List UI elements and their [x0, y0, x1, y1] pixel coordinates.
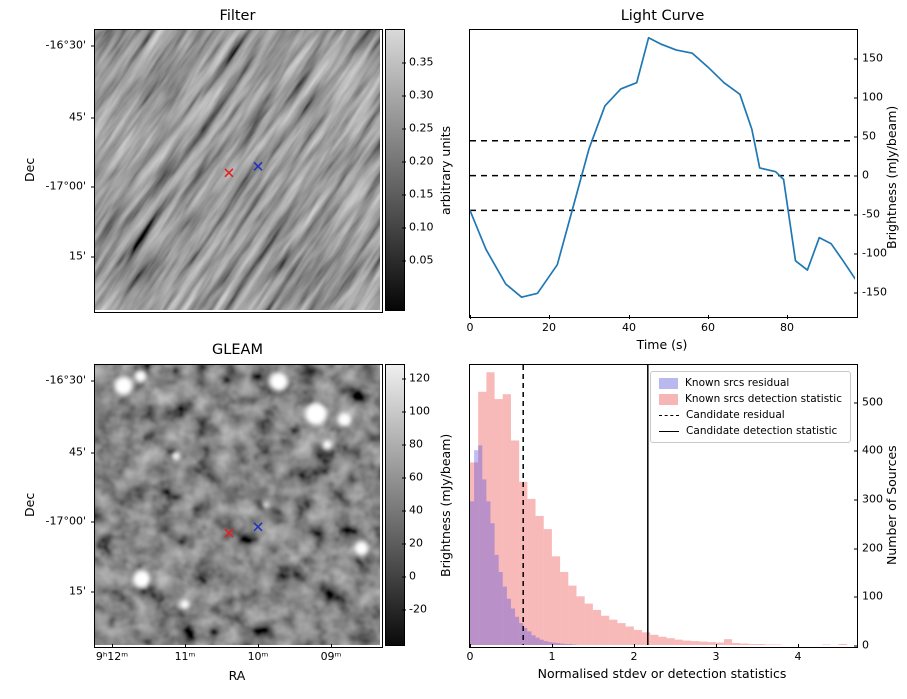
legend-solid-line-sample [659, 430, 680, 432]
gleam-colorbar-tick: 100 [402, 405, 449, 418]
hist-xtick: 4 [768, 644, 828, 663]
legend-label: Known srcs residual [685, 377, 790, 389]
light-curve-chart [470, 36, 855, 299]
gleam-colorbar-tick: 80 [402, 438, 449, 451]
histogram-chart [470, 365, 847, 645]
legend-swatch-known-residual [659, 377, 679, 389]
lc-xlabel: Time (s) [636, 337, 688, 352]
gleam-colorbar [385, 364, 405, 646]
gleam-point-sources [114, 370, 369, 610]
hist-xtick: 3 [686, 644, 746, 663]
filter-colorbar-label: arbitrary units [438, 125, 453, 215]
gleam-ytick: -17°00' [10, 515, 95, 528]
hist-ylabel: Number of Sources [884, 445, 899, 565]
lc-ytick: -150 [854, 286, 902, 299]
hist-ytick: 200 [854, 542, 902, 555]
hist-xtick: 1 [522, 644, 582, 663]
filter-ytick: -16°30' [10, 39, 95, 52]
filter-ytick: 15' [10, 250, 95, 263]
lc-ytick: -50 [854, 208, 902, 221]
gleam-colorbar-tick: 60 [402, 471, 449, 484]
filter-colorbar-tick: 0.10 [402, 221, 449, 234]
light-curve-title: Light Curve [620, 8, 705, 24]
gleam-ytick: 15' [10, 585, 95, 598]
lc-ylabel: Brightness (mJy/beam) [884, 105, 899, 249]
lc-xtick: 0 [440, 315, 500, 334]
light-curve-plot-area [469, 29, 858, 318]
lc-xtick: 40 [599, 315, 659, 334]
gleam-xlabel: RA [228, 668, 246, 683]
legend-swatch-known-detection [659, 393, 679, 405]
filter-ytick: -17°00' [10, 180, 95, 193]
gleam-xtick: 9ʰ12ᵐ [82, 644, 142, 663]
hist-ytick: 300 [854, 493, 902, 506]
gleam-colorbar-tick: -20 [402, 603, 449, 616]
hist-ytick: 500 [854, 396, 902, 409]
legend-label: Candidate residual [686, 409, 785, 421]
gleam-candidate-markers [224, 522, 263, 538]
gleam-image [95, 365, 380, 645]
legend-item-known-residual: Known srcs residual [659, 377, 842, 389]
filter-colorbar-tick: 0.35 [402, 56, 449, 69]
filter-ytick: 45' [10, 111, 95, 124]
lc-xtick: 80 [757, 315, 817, 334]
legend-label: Candidate detection statistic [686, 425, 838, 437]
gleam-plot-area [94, 364, 383, 648]
lc-ytick: 100 [854, 91, 902, 104]
lc-xtick: 20 [519, 315, 579, 334]
gleam-xtick: 09ᵐ [301, 644, 361, 663]
filter-colorbar-tick: 0.15 [402, 188, 449, 201]
legend-item-candidate-residual: Candidate residual [659, 409, 842, 421]
filter-colorbar [385, 29, 405, 311]
histogram-legend: Known srcs residual Known srcs detection… [650, 371, 851, 443]
lc-xtick: 60 [678, 315, 738, 334]
hist-xtick: 2 [604, 644, 664, 663]
gleam-colorbar-tick: 120 [402, 372, 449, 385]
filter-image [95, 30, 380, 310]
gleam-colorbar-tick: 40 [402, 504, 449, 517]
lc-ytick: -100 [854, 247, 902, 260]
gleam-xtick: 10ᵐ [228, 644, 288, 663]
legend-item-candidate-detection: Candidate detection statistic [659, 425, 842, 437]
filter-candidate-markers [224, 161, 263, 178]
gleam-xtick: 11ᵐ [155, 644, 215, 663]
gleam-noise-texture [95, 365, 380, 645]
filter-plot-area [94, 29, 383, 313]
lc-ytick: 150 [854, 52, 902, 65]
gleam-colorbar-tick: 0 [402, 570, 449, 583]
legend-label: Known srcs detection statistic [685, 393, 842, 405]
hist-ytick: 400 [854, 444, 902, 457]
lc-ytick: 0 [854, 169, 902, 182]
filter-title: Filter [219, 8, 256, 24]
gleam-ytick: 45' [10, 446, 95, 459]
filter-noise-texture [95, 30, 380, 310]
filter-colorbar-tick: 0.30 [402, 89, 449, 102]
gleam-colorbar-label: Brightness (mJy/beam) [438, 433, 453, 577]
hist-ytick: 0 [854, 639, 902, 652]
hist-xlabel: Normalised stdev or detection statistics [537, 666, 787, 681]
hist-xtick: 0 [440, 644, 500, 663]
filter-colorbar-tick: 0.25 [402, 122, 449, 135]
lc-ytick: 50 [854, 130, 902, 143]
hist-ytick: 100 [854, 590, 902, 603]
gleam-colorbar-tick: 20 [402, 537, 449, 550]
gleam-title: GLEAM [212, 342, 263, 358]
legend-item-known-detection: Known srcs detection statistic [659, 393, 842, 405]
filter-colorbar-tick: 0.20 [402, 155, 449, 168]
legend-dashed-line-sample [659, 414, 680, 416]
gleam-ytick: -16°30' [10, 374, 95, 387]
filter-colorbar-tick: 0.05 [402, 254, 449, 267]
